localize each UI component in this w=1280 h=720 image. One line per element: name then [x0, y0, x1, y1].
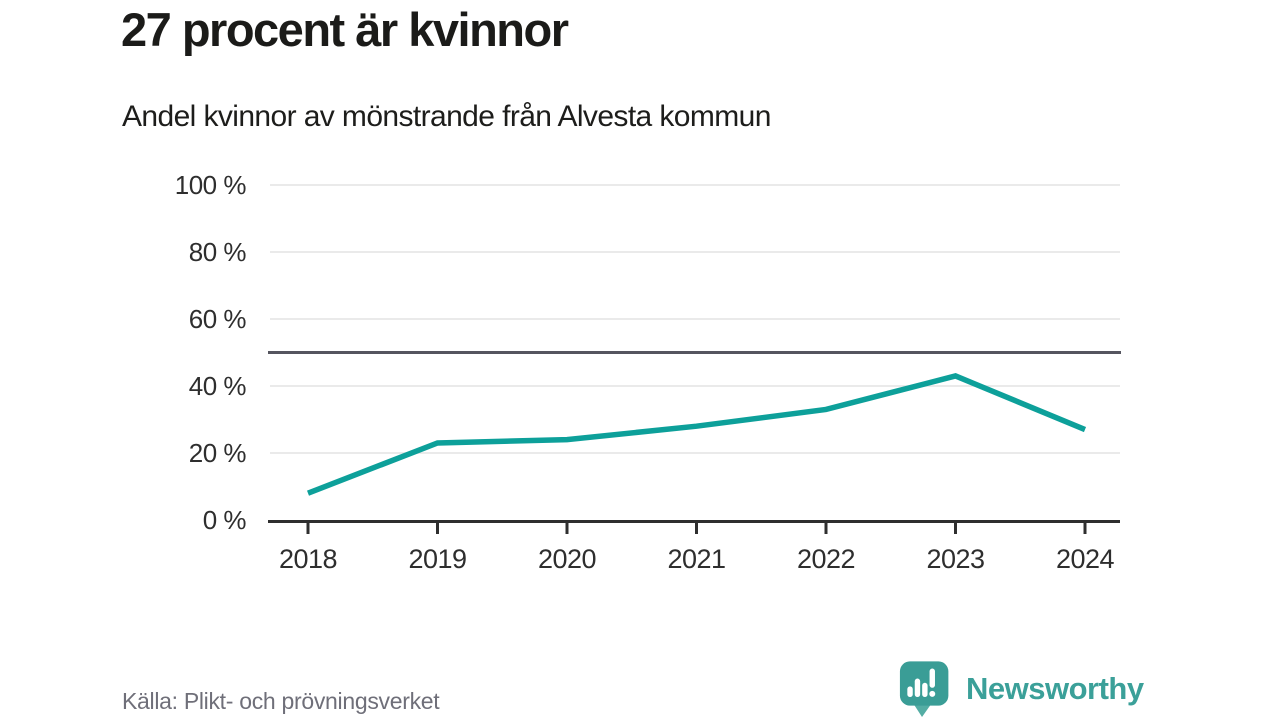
- y-tick-label: 60 %: [189, 304, 247, 334]
- y-tick-label: 40 %: [189, 371, 247, 401]
- line-chart: 0 % 20 % 40 % 60 % 80 % 100 % 2018 2019 2020 2021…: [175, 170, 1121, 574]
- y-tick-label: 80 %: [189, 237, 247, 267]
- y-tick-label: 100 %: [175, 170, 247, 200]
- x-tick-label: 2019: [408, 544, 466, 574]
- chart-subtitle: Andel kvinnor av mönstrande från Alvesta…: [122, 100, 771, 133]
- x-tick-label: 2023: [926, 544, 984, 574]
- x-tick-label: 2021: [667, 544, 725, 574]
- x-tick-label: 2018: [279, 544, 337, 574]
- newsworthy-logo: Newsworthy: [898, 660, 1144, 717]
- y-tick-label: 0 %: [203, 505, 247, 535]
- source-note: Källa: Plikt- och prövningsverket: [122, 688, 440, 714]
- data-line: [307, 373, 1087, 496]
- x-tick-label: 2022: [797, 544, 855, 574]
- x-tick-label: 2020: [538, 544, 596, 574]
- x-tick-label: 2024: [1056, 544, 1115, 574]
- newsworthy-logo-text: Newsworthy: [966, 670, 1144, 706]
- y-tick-label: 20 %: [189, 438, 247, 468]
- page-title: 27 procent är kvinnor: [121, 3, 569, 56]
- newsworthy-logo-icon: [899, 661, 949, 717]
